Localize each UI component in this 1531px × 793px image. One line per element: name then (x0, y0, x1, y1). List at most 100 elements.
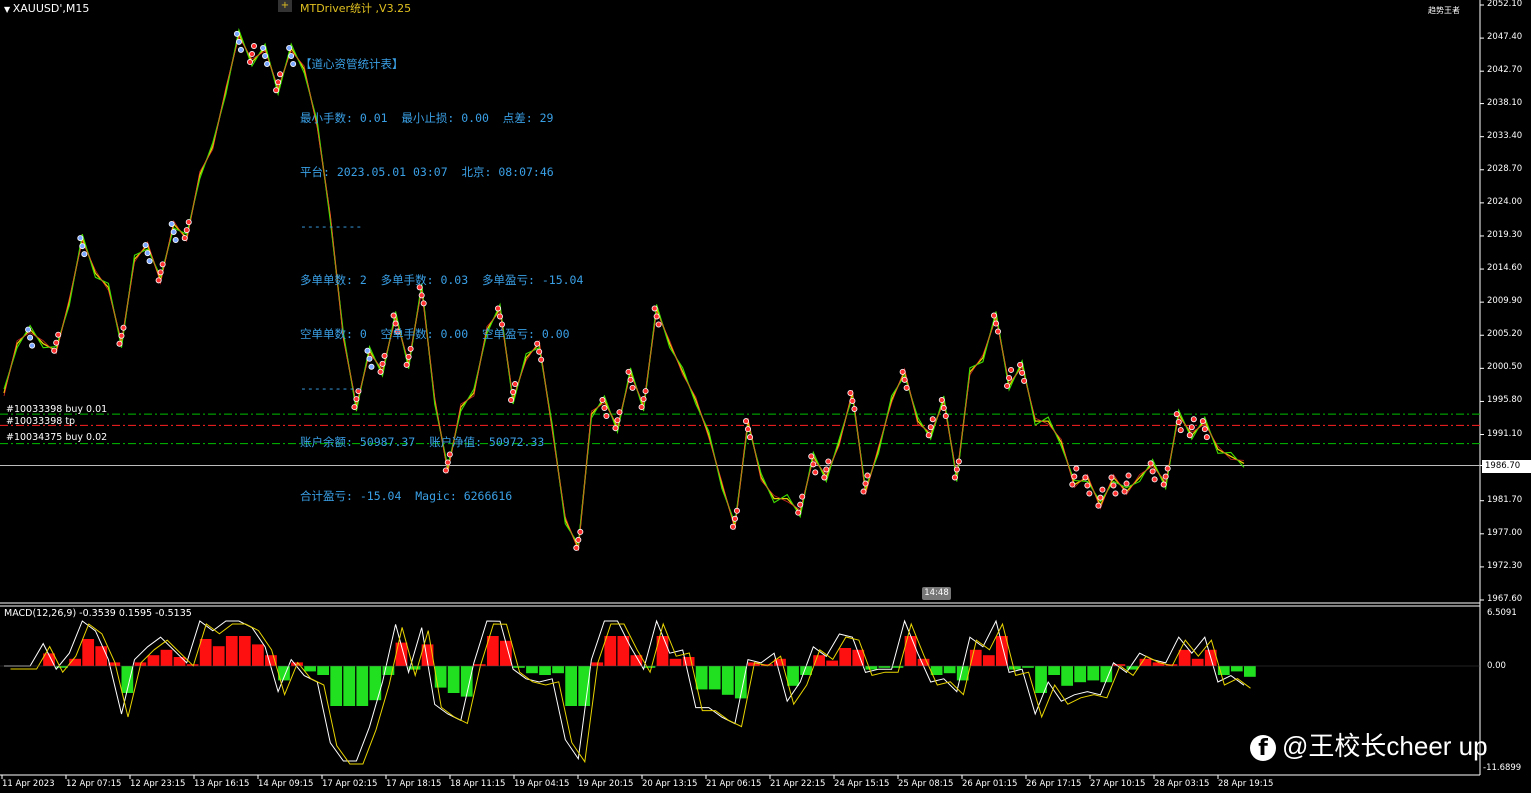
trade-marker (120, 324, 127, 331)
macd-histogram-bar (878, 666, 891, 668)
macd-histogram-bar (1113, 664, 1126, 666)
stats-line: 最小手数: 0.01 最小止损: 0.00 点差: 29 (300, 111, 554, 125)
trade-marker (277, 71, 284, 78)
trade-marker (573, 544, 580, 551)
macd-histogram-bar (1061, 666, 1074, 686)
time-tick: 13 Apr 16:15 (194, 779, 250, 789)
candle-timer: 14:48 (922, 587, 951, 600)
trade-marker (81, 251, 88, 258)
macd-histogram-bar (421, 644, 434, 666)
macd-histogram-bar (930, 666, 943, 675)
macd-histogram-bar (252, 644, 264, 666)
trade-marker (494, 305, 501, 312)
macd-histogram-bar (996, 636, 1008, 666)
trade-marker (1147, 460, 1154, 467)
price-tick: 1991.10 (1487, 428, 1523, 439)
trade-marker (1099, 486, 1106, 493)
trade-marker (29, 342, 36, 349)
time-tick: 17 Apr 02:15 (322, 779, 378, 789)
macd-histogram-bar (395, 642, 408, 666)
macd-histogram-bar (787, 666, 799, 686)
plus-icon[interactable]: + (278, 0, 292, 12)
trade-marker (851, 405, 858, 412)
time-tick: 12 Apr 23:15 (130, 779, 186, 789)
macd-histogram-bar (486, 636, 499, 666)
trade-marker (444, 459, 451, 466)
trade-marker (53, 339, 60, 346)
price-tick: 2019.30 (1487, 229, 1523, 240)
trade-marker (929, 416, 936, 423)
trade-marker (172, 236, 179, 243)
trade-marker (642, 388, 649, 395)
macd-histogram-bar (304, 666, 316, 672)
trade-marker (951, 474, 958, 481)
trade-marker (733, 507, 740, 514)
trade-marker (903, 384, 910, 391)
macd-histogram-bar (643, 666, 656, 668)
price-tick: 2033.40 (1487, 130, 1523, 141)
facebook-icon: f (1250, 735, 1276, 762)
trade-marker (1125, 472, 1132, 479)
trade-marker (862, 480, 869, 487)
macd-histogram-bar (656, 636, 669, 666)
macd-histogram-bar (56, 666, 68, 668)
order-label[interactable]: #10034375 buy 0.02 (6, 432, 108, 443)
macd-histogram-bar (813, 655, 826, 666)
time-tick: 19 Apr 04:15 (514, 779, 570, 789)
macd-histogram-bar (382, 666, 395, 675)
stats-line: --------- (300, 381, 363, 395)
macd-histogram-bar (212, 646, 225, 666)
macd-histogram-bar (1152, 662, 1165, 666)
macd-histogram-bar (526, 666, 538, 674)
trade-marker (55, 331, 62, 338)
time-tick: 14 Apr 09:15 (258, 779, 314, 789)
macd-tick: 6.5091 (1487, 608, 1517, 618)
macd-histogram-bar (761, 664, 773, 666)
price-line (3, 31, 1245, 551)
time-tick: 27 Apr 10:15 (1090, 779, 1146, 789)
trade-marker (512, 381, 519, 388)
stats-line: 合计盈亏: -15.04 Magic: 6266616 (300, 489, 513, 503)
trade-marker (614, 417, 621, 424)
price-tick: 2042.70 (1487, 65, 1523, 76)
trade-marker (1203, 434, 1210, 441)
trade-marker (170, 228, 177, 235)
stats-line: 多单单数: 2 多单手数: 0.03 多单盈亏: -15.04 (300, 273, 584, 287)
order-label[interactable]: #10033398 tp (6, 416, 76, 427)
macd-histogram-bar (121, 666, 134, 693)
macd-histogram-bar (1035, 666, 1047, 693)
macd-histogram-bar (604, 636, 617, 666)
trade-marker (601, 405, 608, 412)
macd-histogram-bar (369, 666, 382, 701)
macd-histogram-bar (1139, 658, 1152, 666)
price-tick: 1972.30 (1487, 560, 1523, 571)
macd-histogram-bar (278, 666, 290, 681)
macd-label: MACD(12,26,9) -0.3539 0.1595 -0.5135 (4, 608, 192, 619)
macd-histogram-bar (108, 662, 121, 666)
dropdown-triangle-icon[interactable]: ▼ (4, 5, 13, 14)
trade-marker (185, 219, 192, 226)
trade-marker (1162, 473, 1169, 480)
macd-histogram-bar (330, 666, 343, 706)
trade-marker (795, 509, 802, 516)
trade-marker (938, 397, 945, 404)
trade-marker (1021, 377, 1028, 384)
macd-histogram-bar (43, 653, 55, 666)
trade-marker (849, 397, 856, 404)
trade-marker (418, 292, 425, 299)
price-line-overlay (3, 27, 1245, 546)
trade-marker (1160, 481, 1167, 488)
price-tick: 1981.70 (1487, 494, 1523, 505)
order-label[interactable]: #10033398 buy 0.01 (6, 404, 108, 415)
price-line-overlay (3, 35, 1245, 552)
current-price-box: 1986.70 (1482, 460, 1531, 473)
trade-marker (1164, 465, 1171, 472)
trade-marker (142, 242, 149, 249)
trade-marker (403, 361, 410, 368)
trade-marker (653, 313, 660, 320)
trade-marker (860, 488, 867, 495)
macd-histogram-bar (1178, 649, 1191, 666)
trade-marker (496, 313, 503, 320)
trade-marker (612, 425, 619, 432)
